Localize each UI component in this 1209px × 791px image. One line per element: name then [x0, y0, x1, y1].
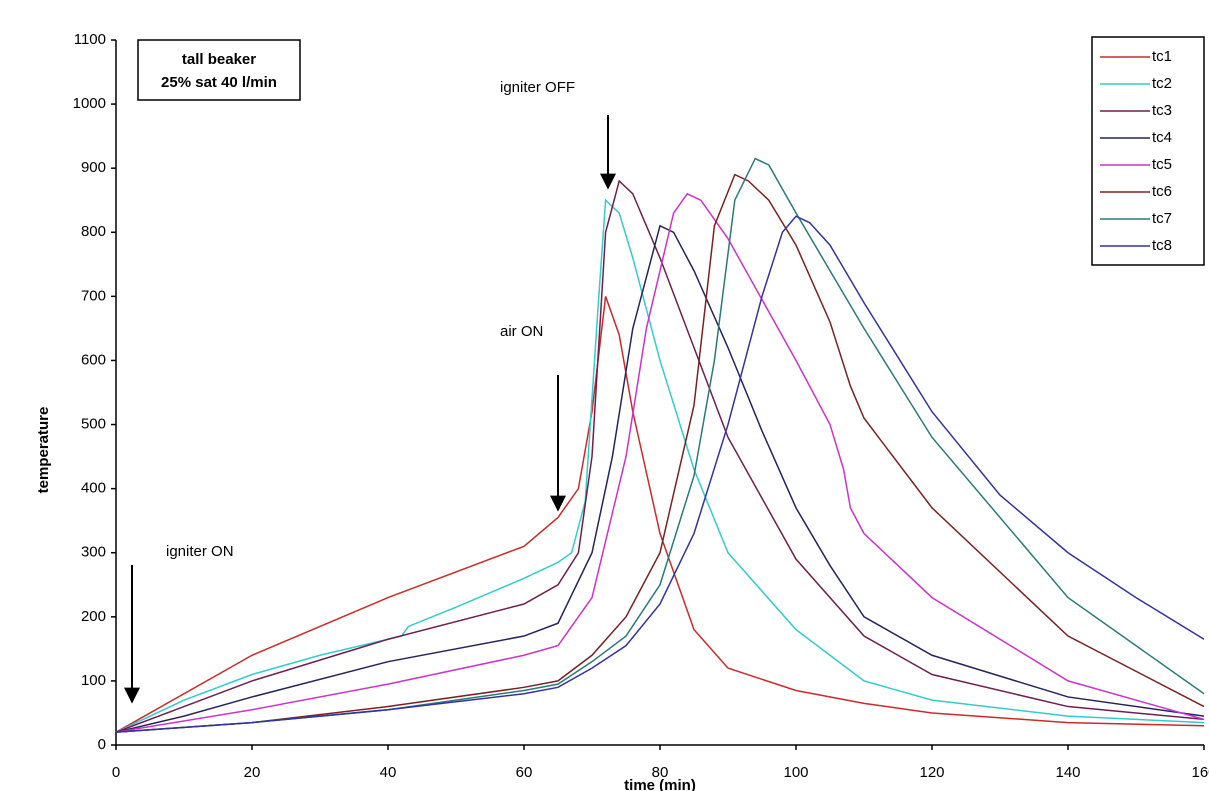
series-line: [115, 157, 1205, 733]
annotation: air ON: [500, 323, 543, 340]
y-tick-label: 300: [81, 544, 106, 561]
x-tick-label: 120: [919, 764, 944, 781]
x-tick-label: 160: [1191, 764, 1209, 781]
series-line: [115, 173, 1205, 733]
info-box: [137, 39, 301, 101]
series-line: [115, 198, 1205, 733]
y-tick-label: 0: [98, 736, 106, 753]
legend-label: tc1: [1152, 48, 1172, 65]
legend-label: tc2: [1152, 75, 1172, 92]
legend-label: tc3: [1152, 102, 1172, 119]
legend-label: tc4: [1152, 129, 1172, 146]
series-line: [115, 192, 1205, 733]
x-tick-label: 80: [652, 764, 669, 781]
series-line: [115, 215, 1205, 733]
x-tick-label: 60: [516, 764, 533, 781]
legend-label: tc7: [1152, 210, 1172, 227]
y-tick-label: 800: [81, 223, 106, 240]
annotation: igniter OFF: [500, 79, 575, 96]
box-text: tall beaker: [182, 51, 256, 68]
y-tick-label: 1000: [73, 95, 106, 112]
y-tick-label: 600: [81, 351, 106, 368]
y-axis-label: temperature: [35, 407, 52, 494]
y-tick-label: 200: [81, 608, 106, 625]
legend: [1091, 36, 1205, 266]
y-tick-label: 900: [81, 159, 106, 176]
y-tick-label: 400: [81, 480, 106, 497]
legend-label: tc8: [1152, 237, 1172, 254]
y-tick-label: 100: [81, 672, 106, 689]
annotation: igniter ON: [166, 543, 234, 560]
x-axis-label: time (min): [624, 777, 696, 791]
series-line: [115, 224, 1205, 733]
x-tick-label: 100: [783, 764, 808, 781]
y-tick-label: 700: [81, 287, 106, 304]
box-text: 25% sat 40 l/min: [161, 74, 277, 91]
x-tick-label: 40: [380, 764, 397, 781]
legend-label: tc6: [1152, 183, 1172, 200]
x-tick-label: 0: [112, 764, 120, 781]
series-line: [115, 179, 1205, 733]
x-tick-label: 140: [1055, 764, 1080, 781]
y-tick-label: 1100: [74, 31, 106, 48]
y-tick-label: 500: [81, 416, 106, 433]
legend-label: tc5: [1152, 156, 1172, 173]
x-tick-label: 20: [244, 764, 261, 781]
